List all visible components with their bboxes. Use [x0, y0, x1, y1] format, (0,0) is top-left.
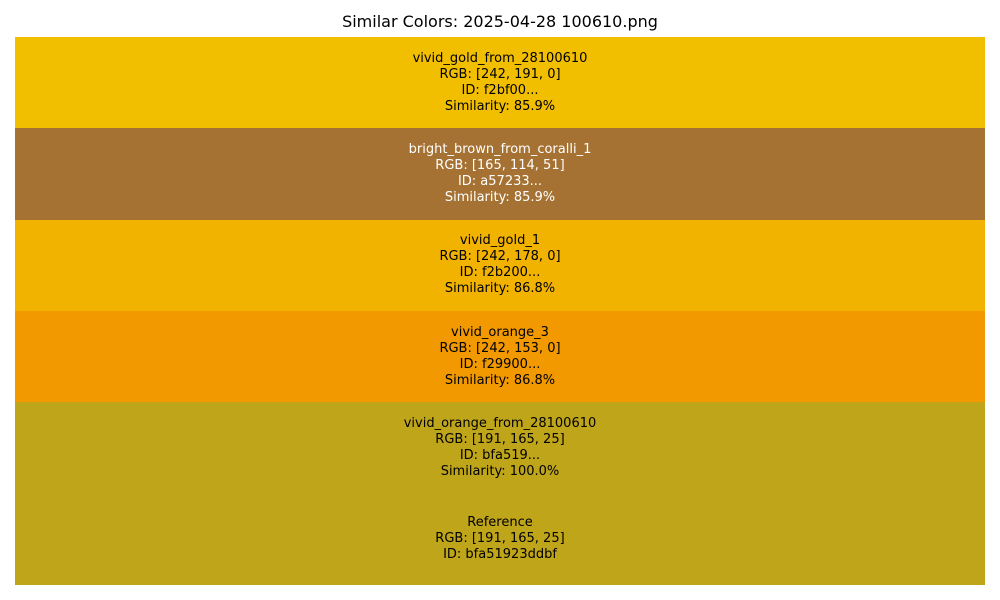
color-band-1: vivid_gold_from_28100610 RGB: [242, 191, …	[15, 37, 985, 129]
rgb-label: RGB: [242, 178, 0]	[439, 249, 561, 265]
rgb-label: RGB: [191, 165, 25]	[435, 431, 565, 447]
id-label: ID: a57233...	[457, 173, 543, 189]
color-band-2: bright_brown_from_coralli_1 RGB: [165, 11…	[15, 128, 985, 220]
rgb-label: RGB: [242, 191, 0]	[439, 66, 561, 82]
id-label: ID: f29900...	[459, 356, 541, 372]
color-name-label: vivid_gold_1	[459, 233, 541, 249]
color-band-reference: Reference RGB: [191, 165, 25] ID: bfa51923…	[15, 493, 985, 585]
color-band-4: vivid_orange_3 RGB: [242, 153, 0] ID: f299…	[15, 311, 985, 403]
color-name-label: bright_brown_from_coralli_1	[408, 141, 592, 157]
color-band-5: vivid_orange_from_28100610 RGB: [191, 165…	[15, 402, 985, 494]
similarity-label: Similarity: 85.9%	[444, 98, 556, 114]
rgb-label: RGB: [191, 165, 25]	[435, 531, 565, 547]
color-name-label: vivid_gold_from_28100610	[412, 50, 588, 66]
id-label: ID: bfa51923ddbf	[443, 547, 557, 563]
color-band-3: vivid_gold_1 RGB: [242, 178, 0] ID: f2b200…	[15, 219, 985, 311]
similarity-label: Similarity: 100.0%	[440, 463, 560, 479]
similarity-label: Similarity: 86.8%	[444, 281, 556, 297]
id-label: ID: f2b200...	[459, 265, 541, 281]
color-name-label: vivid_orange_from_28100610	[403, 415, 597, 431]
rgb-label: RGB: [242, 153, 0]	[439, 340, 561, 356]
id-label: ID: f2bf00...	[461, 82, 539, 98]
id-label: ID: bfa519...	[459, 447, 541, 463]
chart-title: Similar Colors: 2025-04-28 100610.png	[342, 12, 658, 31]
similarity-label: Similarity: 86.8%	[444, 372, 556, 388]
color-name-label: vivid_orange_3	[451, 324, 549, 340]
color-band-stack: vivid_gold_from_28100610 RGB: [242, 191, …	[15, 37, 985, 585]
color-name-label: Reference	[467, 515, 533, 531]
rgb-label: RGB: [165, 114, 51]	[435, 157, 565, 173]
similarity-label: Similarity: 85.9%	[444, 189, 556, 205]
